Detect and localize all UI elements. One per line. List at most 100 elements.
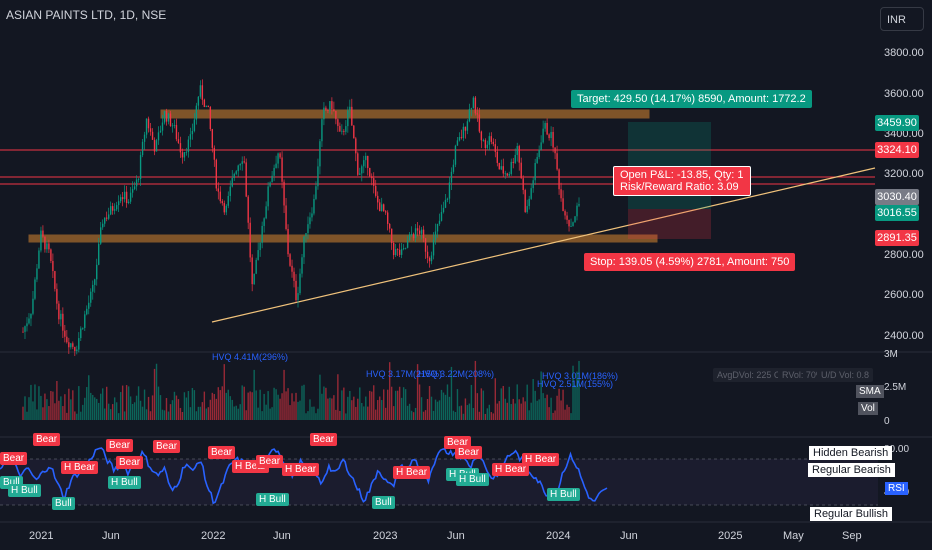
- currency-button[interactable]: INR: [880, 7, 924, 31]
- volume-bar: [518, 399, 520, 420]
- volume-bar: [169, 404, 172, 420]
- candle-body: [255, 259, 257, 274]
- candle-body: [428, 257, 431, 262]
- volume-bar: [369, 390, 371, 420]
- candle-body: [78, 338, 80, 350]
- volume-bar: [127, 386, 130, 420]
- hbull-signal: H Bull: [456, 473, 489, 486]
- volume-bar: [165, 398, 168, 420]
- volume-bar: [80, 411, 82, 420]
- volume-bar: [392, 406, 395, 420]
- volume-bar: [353, 396, 355, 420]
- price-tick: 3200.00: [884, 168, 924, 180]
- volume-bar: [30, 384, 32, 420]
- volume-bar: [524, 401, 526, 420]
- candle-body: [235, 171, 237, 174]
- candle-body: [233, 173, 235, 179]
- candle-body: [191, 130, 194, 135]
- candle-body: [400, 249, 403, 255]
- candle-body: [532, 180, 534, 189]
- candle-body: [381, 204, 383, 212]
- volume-bar: [379, 396, 381, 420]
- volume-bar: [76, 413, 78, 420]
- vol-button[interactable]: Vol: [858, 402, 878, 415]
- volume-bar: [44, 393, 46, 420]
- volume-bar: [237, 408, 239, 420]
- volume-bar: [311, 406, 313, 420]
- volume-bar: [88, 375, 90, 420]
- volume-bar: [512, 398, 514, 420]
- candle-body: [92, 284, 94, 292]
- candle-body: [546, 122, 548, 135]
- hvq-label: HVQ 2.51M(155%): [537, 379, 614, 389]
- candle-body: [201, 85, 204, 100]
- volume-bar: [504, 398, 506, 420]
- time-label: 2022: [201, 530, 226, 542]
- volume-bar: [279, 398, 281, 420]
- volume-bar: [562, 389, 564, 420]
- stop-label[interactable]: Stop: 139.05 (4.59%) 2781, Amount: 750: [584, 253, 796, 271]
- volume-bar: [74, 411, 76, 420]
- volume-bar: [68, 388, 70, 420]
- volume-bar: [245, 410, 247, 420]
- volume-bar: [271, 407, 273, 420]
- volume-bar: [440, 389, 443, 420]
- volume-bar: [295, 392, 297, 420]
- volume-bar: [143, 389, 146, 420]
- candle-body: [70, 343, 72, 348]
- volume-bar: [554, 410, 556, 420]
- volume-tick: 3M: [884, 349, 898, 360]
- candle-body: [327, 110, 329, 111]
- legend-regular-bullish: Regular Bullish: [810, 507, 892, 521]
- drawings[interactable]: [0, 109, 876, 323]
- volume-bar: [550, 397, 552, 420]
- hbull-signal: H Bull: [8, 484, 41, 497]
- volume-bar: [548, 407, 550, 420]
- pnl-box[interactable]: Open P&L: -13.85, Qty: 1 Risk/Reward Rat…: [613, 166, 751, 196]
- volume-bar: [293, 401, 295, 420]
- volume-bar: [251, 392, 253, 420]
- volume-bar: [175, 395, 178, 420]
- volume-bar: [301, 385, 303, 420]
- risk-reward-label: Risk/Reward Ratio: 3.09: [620, 181, 739, 193]
- price-tick: 2800.00: [884, 249, 924, 261]
- candle-body: [104, 217, 106, 224]
- candle-body: [225, 205, 227, 213]
- hvq-label: HVQ 4.41M(296%): [212, 352, 289, 362]
- volume-bar: [480, 388, 483, 420]
- volume-bar: [185, 397, 188, 420]
- candle-body: [223, 203, 225, 213]
- hbull-signal: H Bull: [547, 488, 580, 501]
- bear-signal: Bear: [455, 446, 483, 459]
- candle-body: [245, 162, 247, 197]
- candle-body: [137, 179, 140, 180]
- candle-body: [76, 349, 78, 351]
- volume-bar: [167, 411, 170, 420]
- candle-body: [562, 198, 564, 212]
- bear-signal: Bear: [310, 433, 338, 446]
- volume-bar: [432, 410, 435, 420]
- candle-body: [237, 165, 239, 172]
- volume-bar: [510, 404, 512, 420]
- target-label[interactable]: Target: 429.50 (14.17%) 8590, Amount: 17…: [571, 90, 812, 108]
- candle-body: [96, 264, 98, 280]
- volume-bar: [438, 400, 441, 420]
- candle-body: [193, 119, 196, 131]
- candle-body: [185, 151, 188, 153]
- time-label: May: [783, 530, 804, 542]
- candle-body: [315, 186, 317, 199]
- volume-bar: [235, 405, 237, 420]
- volume-bar: [219, 390, 221, 420]
- candle-body: [329, 101, 331, 111]
- legend-hidden-bearish: Hidden Bearish: [809, 446, 893, 460]
- sma-button[interactable]: SMA: [856, 385, 884, 398]
- volume-bar: [536, 400, 538, 420]
- candle-body: [269, 182, 271, 187]
- volume-bar: [257, 407, 259, 420]
- candle-body: [460, 137, 463, 138]
- volume-bar: [365, 396, 367, 420]
- candle-body: [167, 113, 170, 122]
- candle-body: [62, 313, 64, 331]
- volume-bar: [416, 364, 419, 420]
- candle-body: [564, 211, 566, 216]
